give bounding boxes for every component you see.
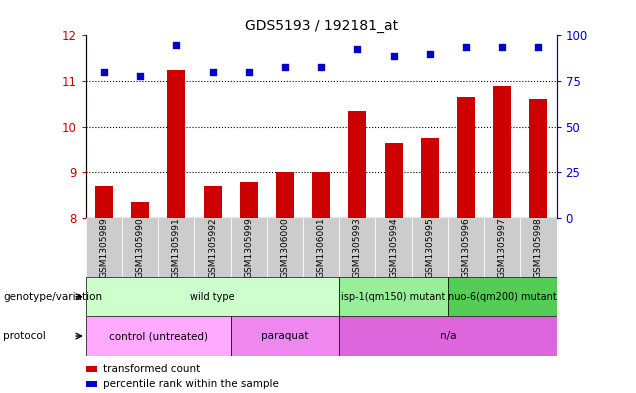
Bar	[231, 218, 267, 277]
Bar	[339, 277, 448, 316]
Text: paraquat: paraquat	[261, 331, 308, 341]
Text: nuo-6(qm200) mutant: nuo-6(qm200) mutant	[448, 292, 556, 302]
Bar	[385, 143, 403, 218]
Title: GDS5193 / 192181_at: GDS5193 / 192181_at	[245, 19, 398, 33]
Bar	[195, 218, 231, 277]
Bar	[86, 218, 122, 277]
Point	[497, 44, 508, 50]
Bar	[86, 366, 97, 373]
Text: GSM1305993: GSM1305993	[353, 217, 362, 278]
Point	[425, 50, 435, 57]
Text: GSM1305997: GSM1305997	[498, 217, 507, 278]
Point	[316, 64, 326, 70]
Text: genotype/variation: genotype/variation	[3, 292, 102, 302]
Text: GSM1305996: GSM1305996	[462, 217, 471, 278]
Bar	[448, 277, 556, 316]
Bar	[204, 186, 221, 218]
Bar	[529, 99, 548, 218]
Text: GSM1305995: GSM1305995	[425, 217, 434, 278]
Bar	[231, 316, 339, 356]
Text: GSM1305991: GSM1305991	[172, 217, 181, 278]
Text: GSM1305999: GSM1305999	[244, 217, 253, 278]
Bar	[131, 202, 149, 218]
Text: control (untreated): control (untreated)	[109, 331, 208, 341]
Text: transformed count: transformed count	[103, 364, 200, 374]
Bar	[95, 186, 113, 218]
Bar	[484, 218, 520, 277]
Point	[99, 69, 109, 75]
Point	[280, 64, 290, 70]
Text: isp-1(qm150) mutant: isp-1(qm150) mutant	[342, 292, 446, 302]
Point	[135, 73, 145, 80]
Point	[207, 69, 218, 75]
Bar	[240, 182, 258, 218]
Text: GSM1305990: GSM1305990	[135, 217, 144, 278]
Text: GSM1305989: GSM1305989	[99, 217, 109, 278]
Point	[461, 44, 471, 50]
Bar	[276, 173, 294, 218]
Bar	[312, 173, 330, 218]
Bar	[167, 70, 186, 218]
Text: percentile rank within the sample: percentile rank within the sample	[103, 379, 279, 389]
Bar	[86, 277, 339, 316]
Bar	[421, 138, 439, 218]
Text: n/a: n/a	[439, 331, 456, 341]
Point	[389, 53, 399, 59]
Point	[534, 44, 544, 50]
Bar	[86, 316, 231, 356]
Text: GSM1305998: GSM1305998	[534, 217, 543, 278]
Point	[171, 41, 181, 48]
Bar	[520, 218, 556, 277]
Bar	[411, 218, 448, 277]
Bar	[303, 218, 339, 277]
Bar	[448, 218, 484, 277]
Bar	[267, 218, 303, 277]
Text: GSM1306001: GSM1306001	[317, 217, 326, 278]
Text: protocol: protocol	[3, 331, 46, 341]
Point	[352, 46, 363, 52]
Bar	[349, 111, 366, 218]
Bar	[457, 97, 475, 218]
Bar	[86, 381, 97, 387]
Point	[244, 69, 254, 75]
Bar	[375, 218, 411, 277]
Bar	[493, 86, 511, 218]
Text: GSM1305994: GSM1305994	[389, 217, 398, 278]
Text: GSM1305992: GSM1305992	[208, 217, 217, 278]
Text: GSM1306000: GSM1306000	[280, 217, 289, 278]
Text: wild type: wild type	[190, 292, 235, 302]
Bar	[339, 316, 556, 356]
Bar	[339, 218, 375, 277]
Bar	[122, 218, 158, 277]
Bar	[158, 218, 195, 277]
